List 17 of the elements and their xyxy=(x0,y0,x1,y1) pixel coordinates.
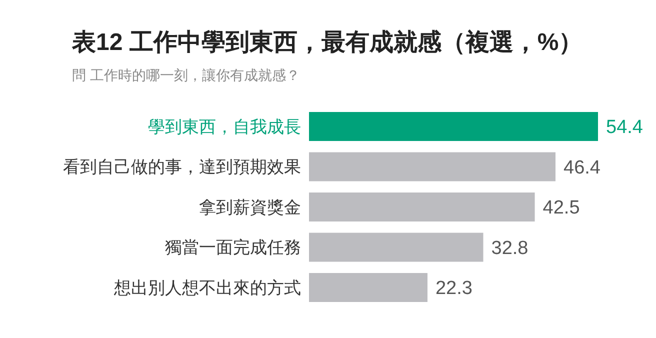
bar xyxy=(309,112,598,141)
data-label: 42.5 xyxy=(542,198,580,219)
bar xyxy=(309,192,535,222)
y-tick-label: 拿到薪資獎金 xyxy=(199,198,301,217)
text: 問 工作時的哪一刻，讓你有成就感？ xyxy=(72,67,300,83)
bar xyxy=(309,232,484,262)
y-tick-label: 獨當一面完成任務 xyxy=(165,238,301,258)
data-label: 32.8 xyxy=(491,238,528,259)
y-tick-label: 看到自己做的事，達到預期效果 xyxy=(63,158,301,177)
chart-title: 表12 工作中學到東西，最有成就感（複選，%） xyxy=(71,29,583,56)
y-tick-label: 想出別人想不出來的方式 xyxy=(113,278,301,298)
bar xyxy=(309,152,556,182)
data-label: 46.4 xyxy=(564,157,601,178)
data-label: 54.4 xyxy=(606,117,644,138)
y-tick-label: 學到東西，自我成長 xyxy=(148,117,301,136)
data-label: 22.3 xyxy=(435,278,472,300)
bar xyxy=(309,273,428,302)
